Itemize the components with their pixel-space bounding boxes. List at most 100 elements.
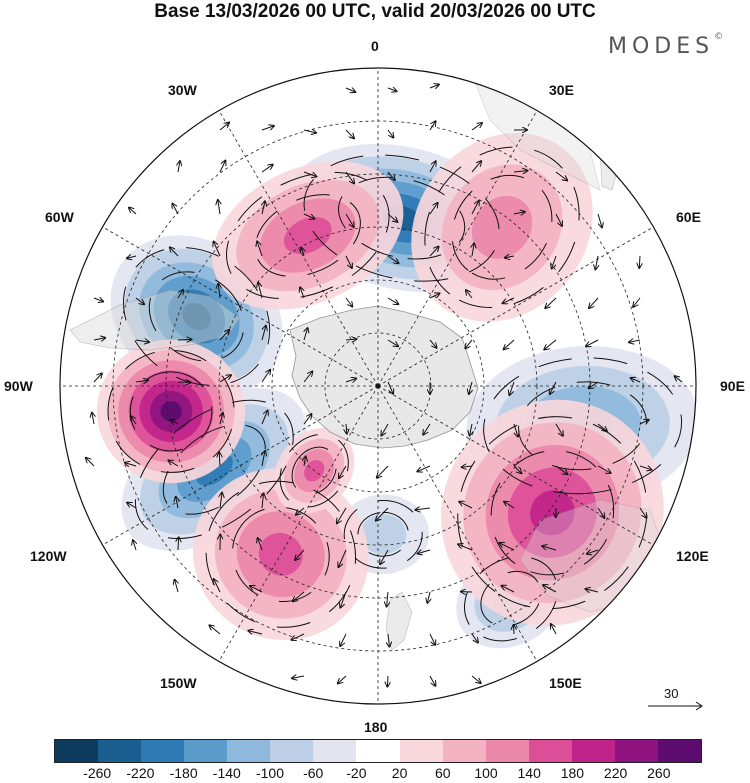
wind-arrow xyxy=(639,466,651,470)
wind-arrow xyxy=(220,493,222,509)
wind-arrow xyxy=(418,550,431,554)
wind-arrow xyxy=(377,465,389,478)
wind-arrow xyxy=(218,200,220,215)
colorbar-tick-label: -140 xyxy=(212,765,241,781)
wind-arrow xyxy=(261,126,274,131)
wind-arrow xyxy=(345,379,356,383)
wind-arrow xyxy=(261,165,273,173)
wind-arrow xyxy=(504,339,515,349)
streamline xyxy=(424,146,580,308)
wind-arrow xyxy=(513,465,521,473)
wind-arrow xyxy=(387,339,398,346)
wind-arrow xyxy=(93,338,105,340)
wind-arrow xyxy=(675,376,683,383)
wind-arrow xyxy=(345,339,356,340)
wind-arrow xyxy=(597,507,604,518)
wind-arrow xyxy=(178,537,179,551)
wind-arrow xyxy=(248,631,263,634)
wind-arrow xyxy=(387,171,395,180)
wind-arrow xyxy=(458,544,473,551)
south-america-coast xyxy=(69,289,241,351)
wind-arrow xyxy=(429,121,436,131)
colorbar-cell xyxy=(528,740,572,762)
colorbar-cell xyxy=(442,740,486,762)
wind-arrow xyxy=(387,381,393,394)
wind-arrow xyxy=(388,633,389,647)
wind-arrow xyxy=(470,423,472,435)
streamline xyxy=(129,371,213,452)
wind-arrow xyxy=(429,161,436,173)
wind-arrow xyxy=(629,340,641,342)
anomaly-contour-level xyxy=(471,195,533,259)
anomaly-pink-120e xyxy=(441,399,664,626)
wind-arrow xyxy=(633,297,641,307)
wind-arrow xyxy=(292,633,305,640)
wind-arrow xyxy=(300,287,304,299)
wind-arrow xyxy=(429,293,440,299)
wind-arrow xyxy=(387,129,393,138)
wind-arrow xyxy=(387,675,388,687)
colorbar-tick-label: 20 xyxy=(391,765,408,781)
wind-arrow xyxy=(92,413,94,425)
wind-arrow xyxy=(176,497,178,509)
lon-label-30e: 30E xyxy=(549,82,574,98)
wind-arrow xyxy=(345,171,354,183)
latitude-circle xyxy=(271,279,485,493)
colorbar-ticks: -260 -220 -180 -140 -100 -60 -20 20 60 100 140 180 2… xyxy=(0,765,750,783)
wind-arrow xyxy=(170,247,179,257)
map-title: Base 13/03/2026 00 UTC, valid 20/03/2026… xyxy=(154,1,596,22)
colorbar-tick-label: -100 xyxy=(255,765,285,781)
wind-arrow xyxy=(466,290,473,299)
wind-arrow xyxy=(86,458,95,467)
streamline xyxy=(291,446,337,495)
wind-vectors xyxy=(86,85,683,687)
wind-arrow xyxy=(93,298,103,302)
wind-arrow xyxy=(381,423,389,436)
wind-arrow xyxy=(387,297,398,304)
wind-arrow xyxy=(133,540,136,551)
wind-arrow xyxy=(552,255,557,269)
streamline xyxy=(303,154,500,282)
wind-arrow xyxy=(387,213,397,222)
streamline xyxy=(343,499,423,569)
wind-arrow xyxy=(127,256,137,258)
wind-arrow xyxy=(471,633,478,643)
anomaly-contour-level xyxy=(530,490,575,536)
wind-arrow xyxy=(555,423,563,436)
streamline xyxy=(490,450,615,576)
wind-arrow xyxy=(303,372,312,383)
wind-arrow xyxy=(376,507,389,521)
wind-arrow xyxy=(595,255,598,269)
wind-arrow xyxy=(338,675,347,683)
wind-arrow xyxy=(301,248,304,257)
wind-arrow xyxy=(303,414,311,425)
wind-arrow xyxy=(304,457,306,467)
streamline xyxy=(483,357,683,495)
wind-arrow xyxy=(175,580,178,593)
wind-arrow xyxy=(555,465,567,474)
wind-arrow xyxy=(550,381,557,394)
wind-arrow xyxy=(509,381,515,395)
lon-label-0: 0 xyxy=(371,38,379,54)
wind-arrow xyxy=(555,171,567,180)
wind-arrow xyxy=(304,328,308,341)
wind-arrow xyxy=(295,549,305,560)
wind-arrow xyxy=(471,123,482,131)
wind-arrow xyxy=(423,423,431,435)
wind-arrow xyxy=(586,339,599,346)
wind-arrow xyxy=(262,201,265,215)
wind-arrow xyxy=(459,502,473,509)
wind-arrow xyxy=(597,423,607,431)
lon-label-30w: 30W xyxy=(168,82,197,98)
new-zealand-coast xyxy=(385,591,413,651)
colorbar-tick-label: -20 xyxy=(346,765,367,781)
wind-arrow xyxy=(339,465,347,478)
wind-arrow xyxy=(429,633,435,645)
wind-arrow xyxy=(513,212,525,214)
anomaly-contour-level xyxy=(160,401,182,422)
wind-arrow xyxy=(219,123,229,131)
wind-arrow xyxy=(427,591,430,603)
meridian-line xyxy=(102,226,379,387)
wind-arrow xyxy=(586,589,599,592)
wind-arrow xyxy=(340,591,347,608)
